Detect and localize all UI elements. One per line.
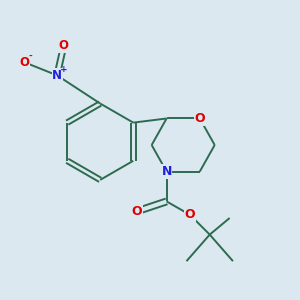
Text: N: N <box>161 165 172 178</box>
Text: N: N <box>52 69 62 82</box>
Text: O: O <box>19 56 29 69</box>
Text: +: + <box>60 65 68 74</box>
Text: O: O <box>131 205 142 218</box>
Text: O: O <box>59 39 69 52</box>
Text: -: - <box>28 52 32 61</box>
Text: O: O <box>184 208 195 221</box>
Text: O: O <box>194 112 205 125</box>
